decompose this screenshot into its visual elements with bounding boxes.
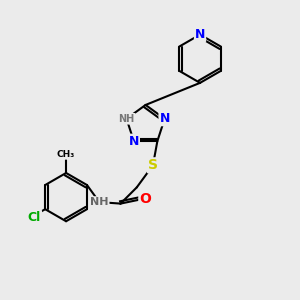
Text: N: N bbox=[159, 112, 170, 125]
Text: CH₃: CH₃ bbox=[56, 150, 75, 159]
Text: N: N bbox=[129, 135, 139, 148]
Text: O: O bbox=[139, 192, 151, 206]
Text: S: S bbox=[148, 158, 158, 172]
Text: NH: NH bbox=[90, 197, 109, 207]
Text: N: N bbox=[195, 28, 205, 41]
Text: NH: NH bbox=[118, 114, 135, 124]
Text: Cl: Cl bbox=[28, 211, 41, 224]
